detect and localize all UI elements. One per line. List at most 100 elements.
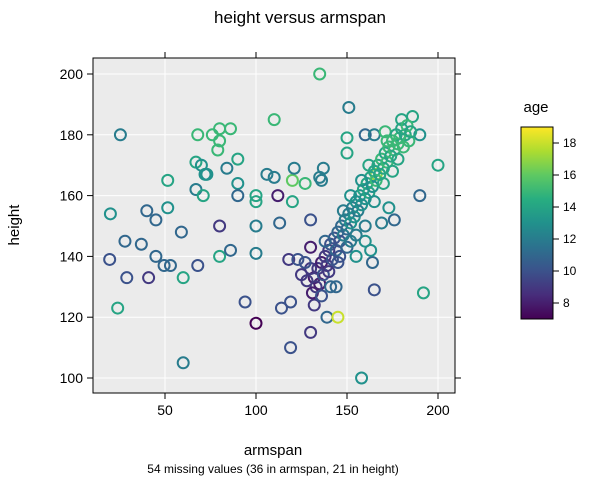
data-point [355,371,369,385]
data-point [273,216,287,230]
data-point [134,237,148,251]
data-point [340,146,354,160]
data-point [340,131,354,145]
x-axis-label: armspan [244,442,302,459]
data-point [196,189,210,203]
data-point [304,240,318,254]
data-point [213,134,227,148]
y-tick-label: 120 [60,309,84,325]
data-point [176,356,190,370]
data-point [367,283,381,297]
data-point [149,213,163,227]
data-point [431,158,445,172]
data-point [287,161,301,175]
data-point [213,249,227,263]
x-tick-label: 50 [157,402,173,418]
data-point [304,213,318,227]
y-tick-label: 200 [60,66,84,82]
data-point [271,189,285,203]
data-point [386,164,399,178]
data-point [329,280,343,294]
y-axis-label: height [6,204,23,246]
data-point [324,280,338,294]
y-tick-label: 100 [60,370,84,386]
data-point [365,255,379,269]
data-point [285,195,299,209]
data-point [362,158,376,172]
chart-title: height versus armspan [214,8,386,27]
data-point [315,173,329,187]
data-point [342,100,356,114]
data-point [249,246,263,260]
data-point [249,316,263,330]
colorbar-title: age [523,99,548,116]
data-point [161,201,175,215]
colorbar-tick-label: 10 [563,264,577,278]
data-point [285,173,299,187]
data-point [291,252,305,266]
data-point [231,189,245,203]
subtitle: 54 missing values (36 in armspan, 21 in … [147,462,398,476]
data-point [313,67,327,81]
data-point [238,295,252,309]
data-point [349,249,363,263]
data-point [298,176,312,190]
data-point [231,176,245,190]
data-point [406,110,420,124]
data-point [103,252,117,266]
data-point [120,271,134,285]
data-point [174,225,188,239]
data-point [118,234,132,248]
y-tick-label: 140 [60,248,84,264]
data-point [260,167,274,181]
data-point [274,301,288,315]
axes: 50 100 150 200 100 120 140 160 180 200 [60,52,461,418]
colorbar [520,126,554,320]
data-point [191,128,205,142]
data-point [220,161,234,175]
data-point [358,128,372,142]
data-point [416,286,430,300]
data-point [200,167,214,181]
data-point [249,219,263,233]
data-point [331,255,345,269]
data-point [387,213,401,227]
data-point [322,265,336,279]
colorbar-tick-label: 12 [563,232,577,246]
data-point [111,301,125,315]
colorbar-tick-label: 14 [563,200,577,214]
data-point [113,128,127,142]
data-point [404,125,418,139]
data-point [231,152,245,166]
x-tick-label: 150 [335,402,359,418]
data-point [364,243,378,257]
data-point [103,207,117,221]
colorbar-tick-label: 18 [563,136,577,150]
data-point [402,134,416,148]
data-point [224,122,238,136]
data-point [191,259,205,273]
y-tick-label: 180 [60,127,84,143]
data-point [331,310,345,324]
data-point [380,134,394,148]
data-point [284,295,298,309]
colorbar-tick-label: 16 [563,168,577,182]
points [103,67,445,385]
data-point [333,249,347,263]
x-tick-label: 200 [426,402,450,418]
data-point [336,204,350,218]
data-point [307,298,321,312]
data-point [142,271,156,285]
data-point [344,189,358,203]
data-point [163,259,177,273]
data-point [413,189,427,203]
data-point [249,195,263,209]
data-point [344,234,358,248]
data-point [382,201,396,215]
data-point [295,268,308,282]
data-point [375,216,389,230]
colorbar-tick-label: 8 [563,296,570,310]
data-point [140,204,154,218]
data-point [249,189,263,203]
